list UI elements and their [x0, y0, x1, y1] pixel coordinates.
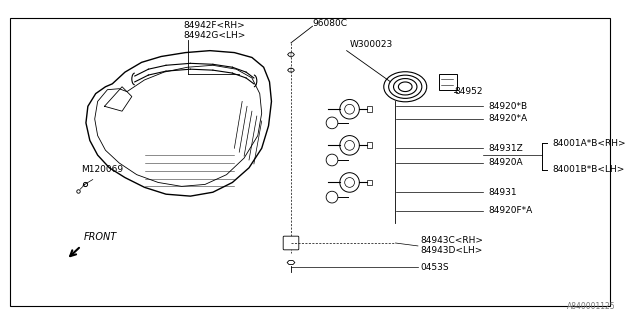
- Text: 84952: 84952: [454, 87, 483, 96]
- Text: 84920*B: 84920*B: [488, 102, 527, 111]
- Bar: [367, 106, 372, 112]
- Polygon shape: [287, 68, 294, 72]
- Text: 84001A*B<RH>: 84001A*B<RH>: [553, 139, 627, 148]
- FancyBboxPatch shape: [440, 74, 457, 90]
- Text: 84920F*A: 84920F*A: [488, 206, 532, 215]
- Text: 84942G<LH>: 84942G<LH>: [184, 30, 246, 39]
- Text: 84942F<RH>: 84942F<RH>: [184, 21, 245, 30]
- Text: 84920A: 84920A: [488, 158, 523, 167]
- Bar: [367, 142, 372, 148]
- Polygon shape: [287, 53, 294, 56]
- Text: 96080C: 96080C: [312, 19, 348, 28]
- FancyBboxPatch shape: [283, 236, 299, 250]
- Bar: [367, 180, 372, 185]
- Text: M120069: M120069: [81, 165, 123, 174]
- Text: 0453S: 0453S: [420, 263, 449, 272]
- Text: W300023: W300023: [349, 40, 393, 49]
- Text: 84931: 84931: [488, 188, 517, 197]
- Text: FRONT: FRONT: [84, 232, 117, 242]
- Text: 84943C<RH>: 84943C<RH>: [420, 236, 483, 244]
- Polygon shape: [287, 260, 295, 265]
- Text: 84001B*B<LH>: 84001B*B<LH>: [553, 165, 625, 174]
- Text: 84931Z: 84931Z: [488, 144, 523, 153]
- Text: 84943D<LH>: 84943D<LH>: [420, 246, 483, 255]
- Text: A840001125: A840001125: [566, 302, 615, 311]
- Text: 84920*A: 84920*A: [488, 115, 527, 124]
